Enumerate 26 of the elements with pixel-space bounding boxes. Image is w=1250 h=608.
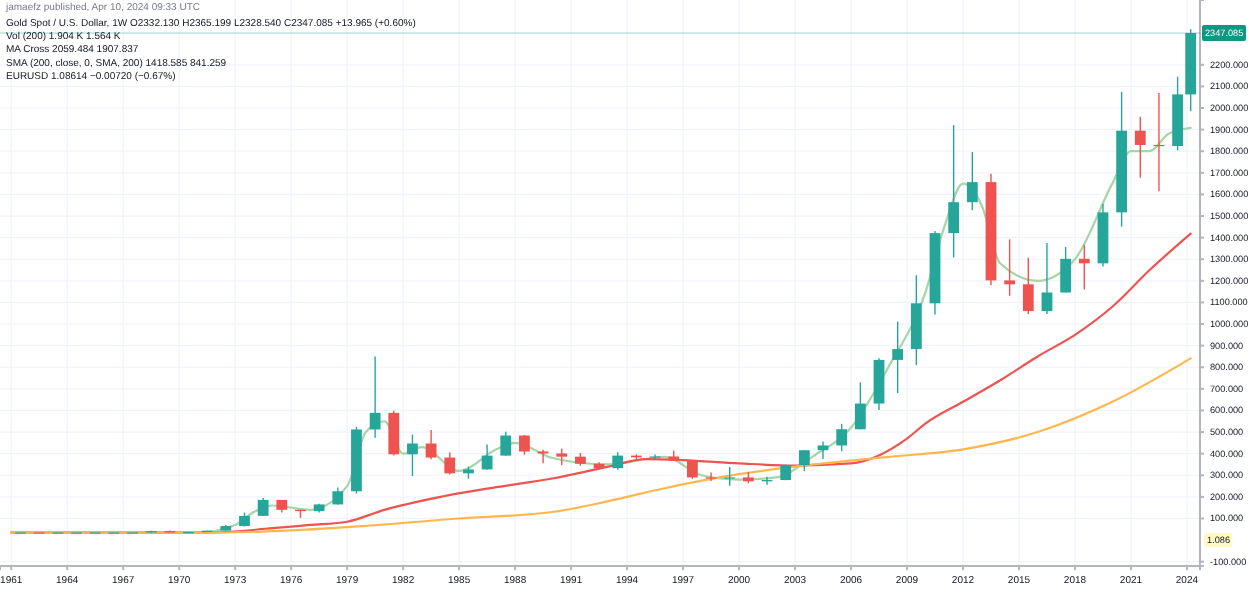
candlestick <box>425 429 437 460</box>
candlestick <box>388 409 400 457</box>
candlestick <box>948 124 960 259</box>
candlestick <box>836 423 848 452</box>
candlestick <box>686 459 698 480</box>
candlestick <box>854 381 866 430</box>
candlestick <box>1041 242 1053 315</box>
candlestick <box>1078 244 1090 291</box>
candlestick <box>873 357 885 411</box>
candlestick <box>519 434 530 456</box>
candlestick <box>724 466 736 487</box>
candlestick <box>1022 257 1034 315</box>
candlestick <box>407 433 418 477</box>
candlestick <box>892 320 904 394</box>
candlestick <box>910 274 922 366</box>
candlestick <box>966 151 978 211</box>
candlestick <box>798 449 810 472</box>
candlestick <box>1060 246 1072 294</box>
line-series <box>10 357 1192 534</box>
candlestick <box>369 355 381 439</box>
candlestick <box>500 430 512 457</box>
candlestick <box>444 451 456 476</box>
candlestick <box>705 471 717 482</box>
candlestick <box>817 440 829 460</box>
candlestick <box>1134 116 1146 179</box>
candlestick <box>1004 238 1016 297</box>
